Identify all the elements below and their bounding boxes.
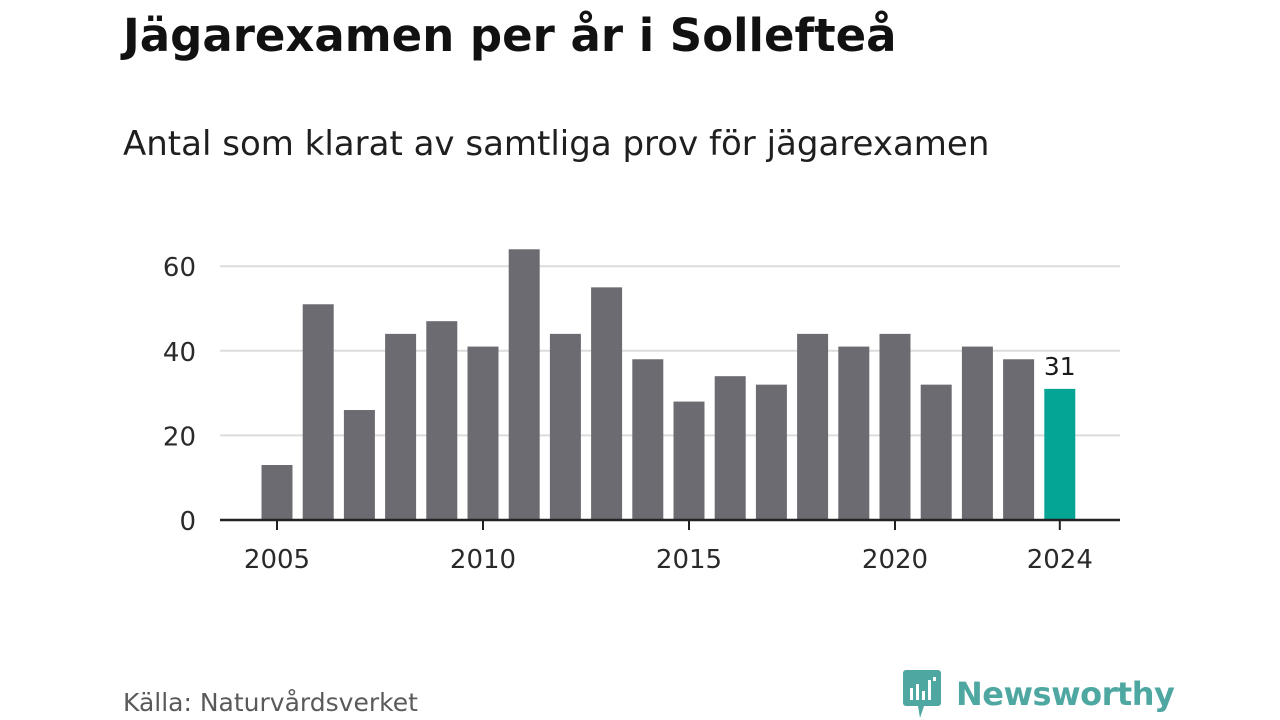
- bar-2014: [632, 359, 664, 520]
- y-tick-label-40: 40: [163, 338, 196, 368]
- brand-logo[interactable]: Newsworthy: [902, 668, 1175, 720]
- y-tick-label-60: 60: [163, 253, 196, 283]
- bar-2016: [714, 376, 746, 520]
- bar-2019: [838, 346, 870, 520]
- y-tick-label-20: 20: [163, 422, 196, 452]
- x-tick-label-2015: 2015: [656, 545, 722, 575]
- bar-2015: [673, 401, 705, 520]
- bar-2018: [797, 333, 829, 520]
- chart-subtitle: Antal som klarat av samtliga prov för jä…: [123, 124, 990, 164]
- bar-2021: [920, 384, 952, 520]
- x-tick-label-2020: 2020: [862, 545, 928, 575]
- bar-2008: [385, 333, 417, 520]
- bar-2006: [302, 304, 334, 520]
- y-tick-label-0: 0: [179, 507, 196, 537]
- bar-2009: [426, 321, 458, 520]
- bar-2005: [261, 465, 293, 520]
- bar-2011: [508, 249, 540, 520]
- x-tick-label-2024: 2024: [1027, 545, 1093, 575]
- x-tick-label-2010: 2010: [450, 545, 516, 575]
- bar-2020: [879, 333, 911, 520]
- bar-2023: [1003, 359, 1035, 520]
- brand-name: Newsworthy: [956, 675, 1175, 713]
- bar-2017: [755, 384, 787, 520]
- bar-2012: [549, 333, 581, 520]
- x-tick-label-2005: 2005: [244, 545, 310, 575]
- chart-title: Jägarexamen per år i Sollefteå: [123, 9, 897, 62]
- bar-chart: 0 20 40 60 31 2005 2010 2015 2020 2024: [163, 249, 1120, 575]
- bar-2022: [961, 346, 993, 520]
- bar-2024: [1044, 388, 1076, 520]
- source-note: Källa: Naturvårdsverket: [123, 688, 418, 717]
- bar-2007: [343, 410, 375, 520]
- bar-2013: [591, 287, 623, 520]
- bar-chart-speech-bubble-icon: [903, 670, 941, 718]
- data-label-2024: 31: [1044, 352, 1076, 381]
- bar-2010: [467, 346, 499, 520]
